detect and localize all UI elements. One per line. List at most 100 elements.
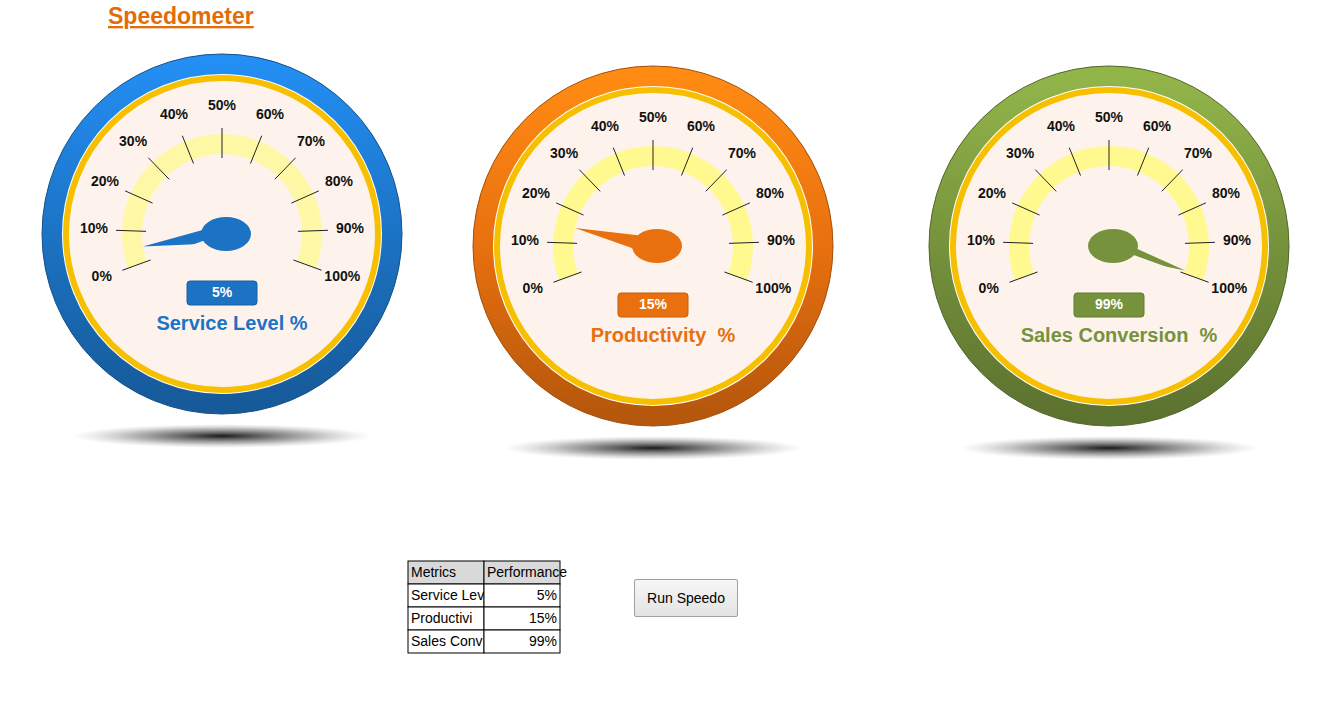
table-cell: [408, 630, 484, 653]
tick-label: 50%: [639, 109, 668, 125]
tick-label: 40%: [160, 106, 189, 122]
table: MetricsPerformanceService Lev5%Productiv…: [408, 561, 567, 653]
tick-label: 90%: [336, 220, 365, 236]
tick-label: 0%: [523, 280, 544, 296]
value-box: [187, 281, 257, 305]
shadow: [72, 424, 372, 448]
value-label: 99%: [1095, 296, 1124, 312]
tick-mark: [681, 148, 692, 176]
tick-mark: [125, 191, 152, 203]
tick-mark: [298, 230, 328, 231]
page-title: Speedometer: [108, 3, 254, 29]
gauge: 0%10%20%30%40%50%60%70%80%90%100%99%Sale…: [929, 66, 1289, 460]
table-text: 99%: [529, 633, 557, 649]
shadow: [503, 436, 803, 460]
ring-edge: [929, 66, 1289, 426]
tick-label: 70%: [1184, 145, 1213, 161]
shadow: [959, 436, 1259, 460]
tick-label: 20%: [91, 173, 120, 189]
tick-mark: [724, 272, 752, 282]
gauge: 0%10%20%30%40%50%60%70%80%90%100%5%Servi…: [42, 54, 402, 448]
gauge-face: [953, 90, 1265, 402]
tick-label: 0%: [92, 268, 113, 284]
tick-mark: [275, 158, 296, 180]
table-text: Service Lev: [411, 587, 484, 603]
tick-label: 100%: [1211, 280, 1247, 296]
value-box: [618, 293, 688, 317]
tick-mark: [116, 230, 146, 231]
tick-label: 90%: [767, 232, 796, 248]
tick-label: 10%: [511, 232, 540, 248]
ring-edge: [473, 66, 833, 426]
tick-mark: [722, 203, 749, 215]
tick-label: 90%: [1223, 232, 1252, 248]
tick-mark: [222, 128, 223, 158]
tick-mark: [1009, 272, 1037, 282]
tick-mark: [291, 191, 318, 203]
tick-mark: [556, 203, 583, 215]
tick-mark: [1003, 242, 1033, 243]
tick-label: 30%: [550, 145, 579, 161]
tick-label: 40%: [591, 118, 620, 134]
needle-hub: [632, 229, 682, 263]
value-label: 5%: [212, 284, 233, 300]
gauge-title: Productivity %: [591, 324, 736, 346]
table-text: 5%: [537, 587, 557, 603]
value-label: 15%: [639, 296, 668, 312]
gauge-face: [497, 90, 809, 402]
tick-mark: [729, 242, 759, 243]
table-text: Sales Conv: [411, 633, 483, 649]
tick-label: 70%: [728, 145, 757, 161]
tick-mark: [613, 148, 624, 176]
table-header: Metrics: [411, 564, 456, 580]
tick-label: 80%: [756, 185, 785, 201]
table-header: Performance: [487, 564, 567, 580]
table-cell: [484, 607, 560, 630]
tick-mark: [1178, 203, 1205, 215]
outer-ring: [939, 76, 1279, 416]
tick-mark: [706, 170, 727, 192]
needle-hub: [1088, 229, 1138, 263]
ring-edge: [42, 54, 402, 414]
table-text: 15%: [529, 610, 557, 626]
tick-mark: [653, 140, 654, 170]
tick-label: 70%: [297, 133, 326, 149]
run-button[interactable]: Run Speedo: [634, 579, 738, 617]
tick-label: 10%: [967, 232, 996, 248]
gauge-face: [66, 78, 378, 390]
tick-mark: [1137, 148, 1148, 176]
tick-mark: [1162, 170, 1183, 192]
table-cell: [408, 561, 484, 584]
tick-label: 100%: [324, 268, 360, 284]
tick-mark: [293, 260, 321, 270]
tick-label: 60%: [687, 118, 716, 134]
tick-label: 80%: [1212, 185, 1241, 201]
gauge: 0%10%20%30%40%50%60%70%80%90%100%15%Prod…: [473, 66, 833, 460]
tick-label: 60%: [1143, 118, 1172, 134]
gauge-title: Service Level %: [156, 312, 307, 334]
gauge-title: Sales Conversion %: [1021, 324, 1218, 346]
tick-label: 20%: [522, 185, 551, 201]
tick-label: 60%: [256, 106, 285, 122]
tick-mark: [1069, 148, 1080, 176]
tick-mark: [148, 158, 169, 180]
tick-label: 0%: [979, 280, 1000, 296]
table-cell: [408, 607, 484, 630]
needle-hub: [201, 217, 251, 251]
tick-label: 80%: [325, 173, 354, 189]
tick-mark: [1109, 140, 1110, 170]
tick-label: 50%: [208, 97, 237, 113]
tick-label: 40%: [1047, 118, 1076, 134]
tick-label: 20%: [978, 185, 1007, 201]
tick-mark: [547, 242, 577, 243]
tick-mark: [1035, 170, 1056, 192]
table-cell: [484, 584, 560, 607]
outer-ring: [52, 64, 392, 404]
value-box: [1074, 293, 1144, 317]
tick-mark: [1185, 242, 1215, 243]
tick-mark: [1012, 203, 1039, 215]
tick-mark: [182, 136, 193, 164]
tick-mark: [579, 170, 600, 192]
tick-label: 10%: [80, 220, 109, 236]
tick-mark: [122, 260, 150, 270]
